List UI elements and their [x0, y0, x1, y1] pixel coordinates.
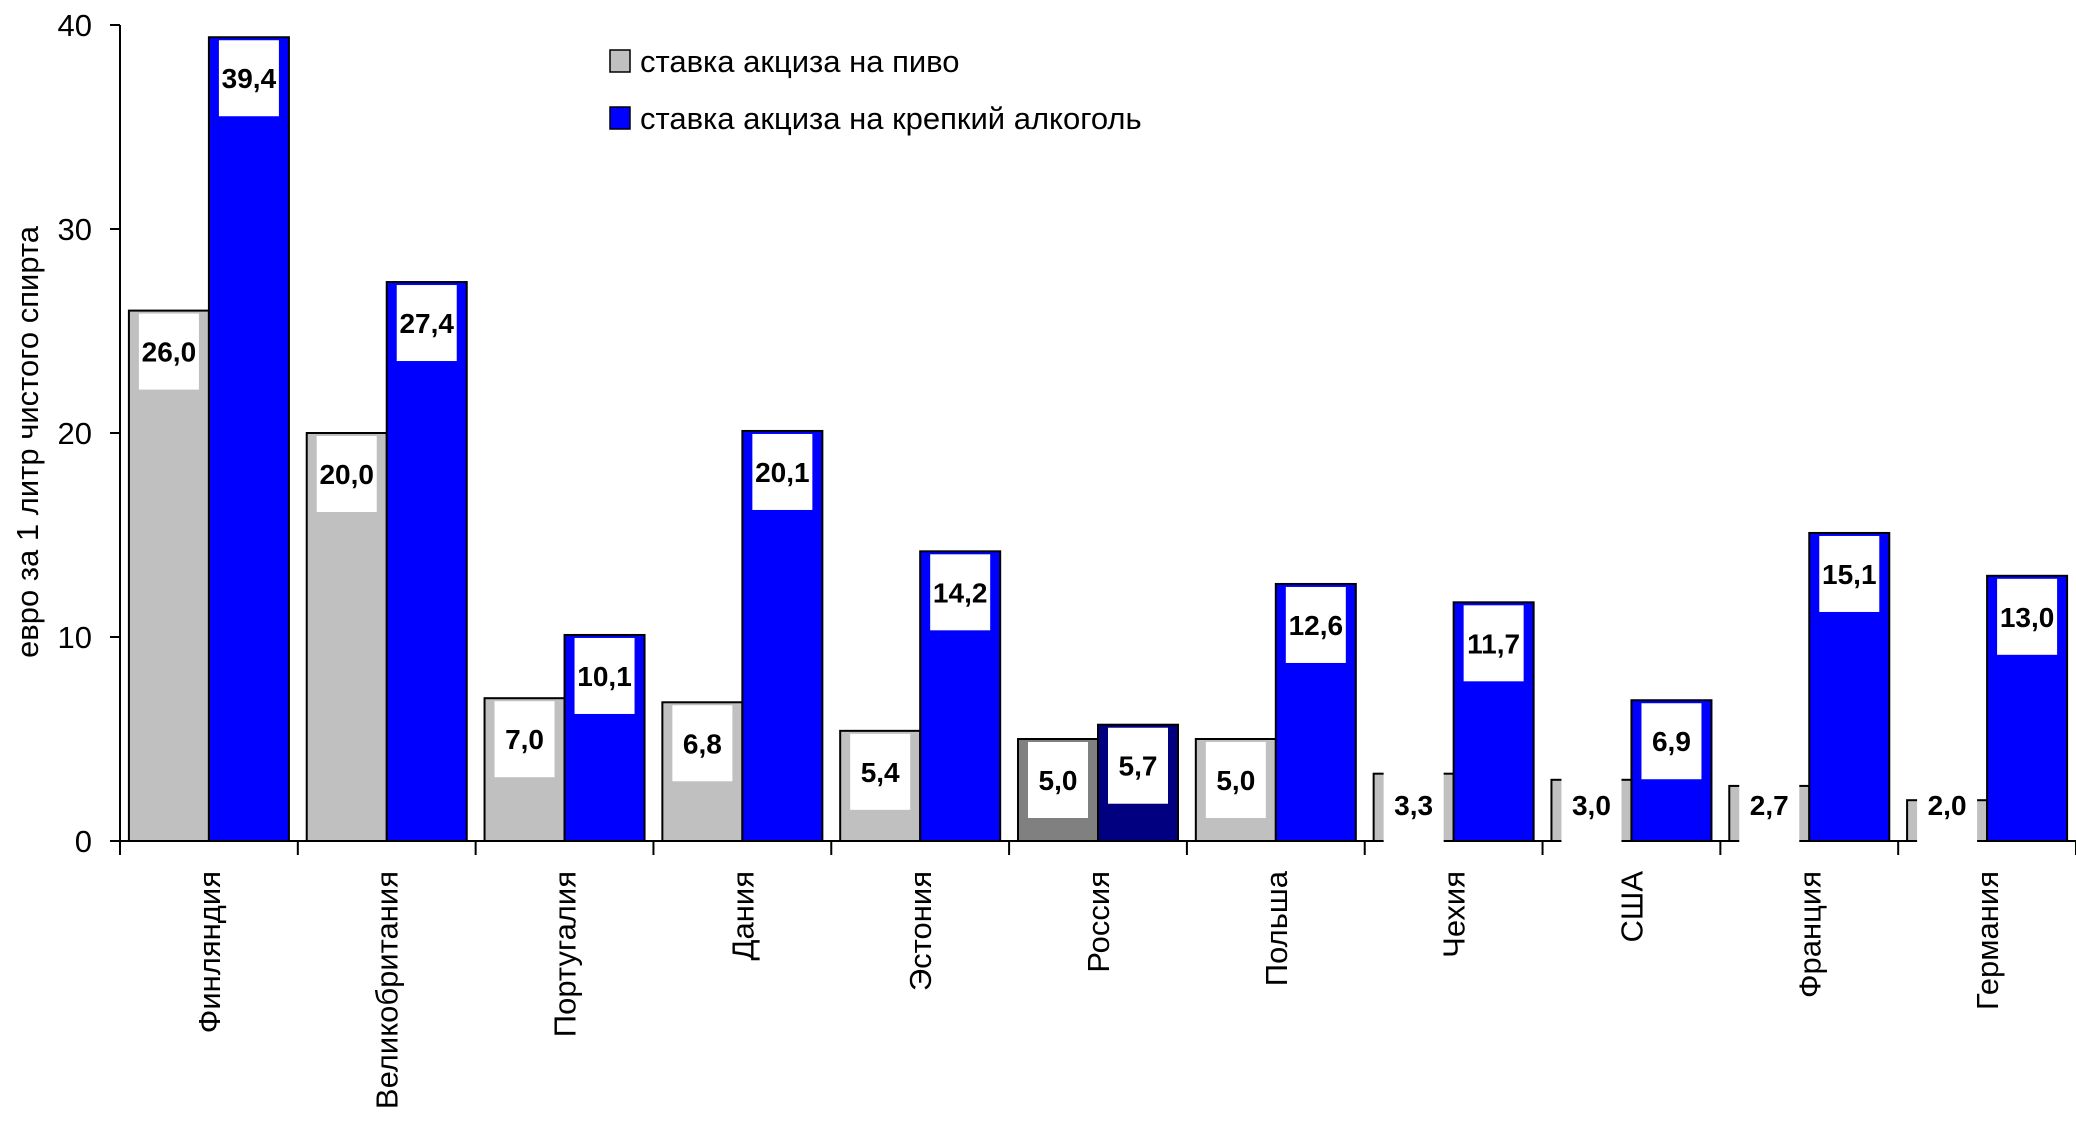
x-tick-label: Дания: [725, 871, 760, 960]
y-tick-label: 0: [75, 824, 92, 859]
data-label: 2,7: [1750, 790, 1789, 821]
data-label-box: [1819, 535, 1880, 612]
data-label: 20,0: [319, 459, 374, 490]
data-label: 12,6: [1289, 610, 1344, 641]
legend-label-spirits: ставка акциза на крепкий алкоголь: [640, 101, 1142, 136]
data-label: 5,4: [861, 757, 900, 788]
bar-spirits: [385, 281, 468, 843]
data-label-box: [494, 701, 555, 778]
bar-spirits: [207, 36, 290, 843]
bar-beer: [127, 309, 210, 843]
data-label-box: [1383, 767, 1444, 843]
data-label: 39,4: [222, 63, 277, 94]
data-label-box: [850, 733, 911, 810]
data-label-box: [218, 40, 279, 117]
data-label: 10,1: [577, 661, 632, 692]
data-label: 5,0: [1216, 765, 1255, 796]
x-tick-label: Финляндия: [192, 871, 227, 1033]
data-label-box: [1108, 727, 1168, 804]
x-tick-label: Россия: [1081, 871, 1116, 973]
data-label-box: [1463, 605, 1524, 682]
data-label: 7,0: [505, 724, 544, 755]
y-tick-label: 20: [58, 416, 92, 451]
x-tick-label: Польша: [1259, 870, 1294, 986]
data-label: 2,0: [1928, 790, 1967, 821]
y-tick-label: 40: [58, 8, 92, 43]
x-tick-label: Германия: [1970, 871, 2005, 1010]
data-labels: 26,0 39,4 20,0 27,4 7,0 10,1 6,8 20,1 5,4 14,2 5,0…: [138, 40, 2058, 843]
legend: ставка акциза на пиво ставка акциза на к…: [609, 44, 1142, 136]
data-label: 20,1: [755, 457, 810, 488]
legend-swatch-spirits: [609, 106, 631, 130]
data-label-box: [1205, 742, 1266, 818]
data-label: 14,2: [933, 577, 988, 608]
data-label-box: [1028, 742, 1088, 818]
data-label: 6,9: [1652, 726, 1691, 757]
legend-swatch-beer: [609, 49, 631, 73]
data-label-box: [1641, 703, 1702, 780]
bars: [127, 36, 2069, 843]
data-label: 26,0: [142, 337, 197, 368]
x-tick-label: Великобритания: [370, 871, 405, 1109]
data-label-box: [138, 313, 199, 390]
y-axis: 0 10 20 30 40: [58, 8, 121, 859]
data-label: 6,8: [683, 728, 722, 759]
data-label: 3,3: [1394, 790, 1433, 821]
data-label: 5,0: [1039, 765, 1078, 796]
data-label: 13,0: [2000, 602, 2055, 633]
y-tick-label: 10: [58, 620, 92, 655]
legend-label-beer: ставка акциза на пиво: [640, 44, 960, 79]
data-label-box: [396, 285, 457, 362]
data-label-box: [930, 554, 991, 631]
data-label-box: [316, 436, 377, 512]
data-label-box: [1739, 767, 1800, 843]
data-label: 5,7: [1119, 751, 1158, 782]
x-axis: Финляндия Великобритания Португалия Дания Эс…: [119, 840, 2076, 1109]
x-tick-label: Португалия: [548, 871, 583, 1037]
data-label-box: [752, 433, 813, 510]
data-label-box: [574, 637, 635, 714]
x-tick-label: Франция: [1792, 871, 1827, 998]
y-axis-title: евро за 1 литр чистого спирта: [10, 225, 45, 658]
data-label: 3,0: [1572, 790, 1611, 821]
data-label-box: [1561, 767, 1622, 843]
data-label: 11,7: [1467, 628, 1520, 659]
data-label-box: [1917, 767, 1978, 843]
data-label: 27,4: [399, 308, 454, 339]
data-label-box: [1285, 586, 1346, 663]
y-tick-label: 30: [58, 212, 92, 247]
x-tick-label: Эстония: [903, 871, 938, 991]
x-tick-label: Чехия: [1437, 871, 1472, 958]
data-label-box: [672, 705, 733, 782]
data-label-box: [1997, 578, 2058, 655]
x-tick-label: США: [1614, 871, 1649, 943]
data-label: 15,1: [1822, 559, 1877, 590]
